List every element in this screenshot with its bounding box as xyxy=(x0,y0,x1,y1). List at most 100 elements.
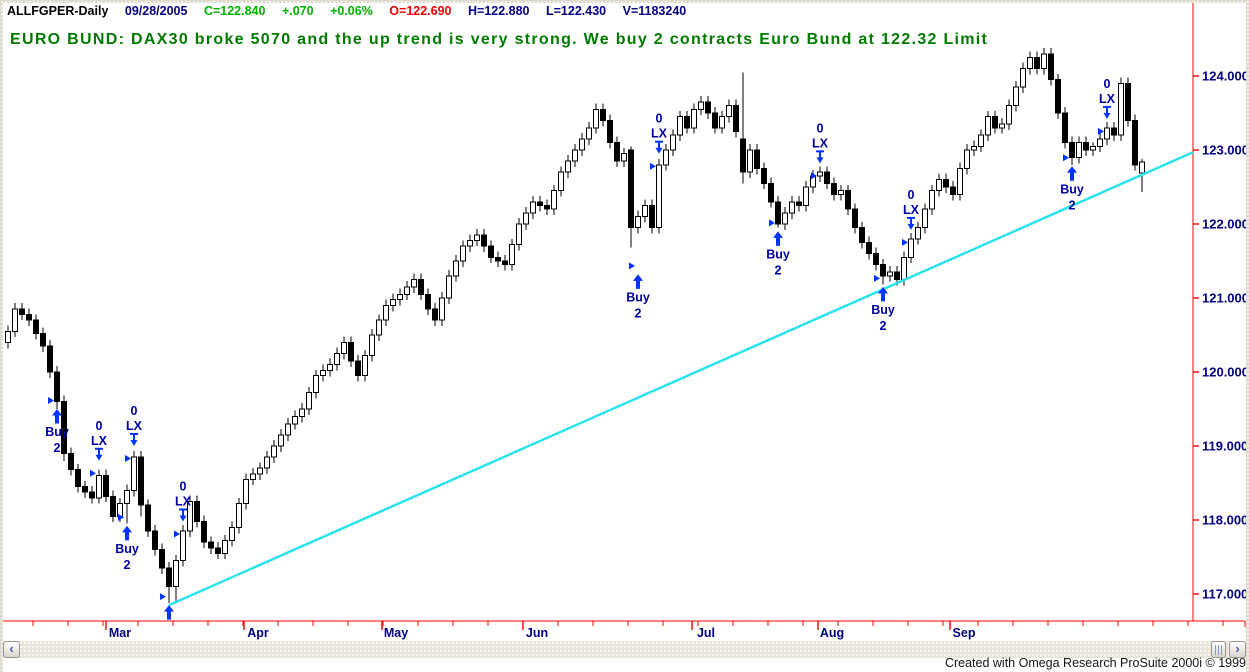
exit-marker: 0LX xyxy=(902,188,920,246)
svg-text:0: 0 xyxy=(180,479,187,493)
fill-price-icon xyxy=(125,455,131,462)
svg-text:LX: LX xyxy=(91,434,108,448)
svg-text:Buy: Buy xyxy=(626,290,650,304)
scroll-left-button[interactable]: ‹ xyxy=(3,641,20,658)
svg-text:Buy: Buy xyxy=(766,247,790,261)
app-credit: Created with Omega Research ProSuite 200… xyxy=(944,656,1246,670)
h-scrollbar-track[interactable] xyxy=(3,641,1246,658)
fill-price-icon xyxy=(48,397,54,404)
pct-change: +0.06% xyxy=(330,4,373,18)
fill-price-icon xyxy=(90,469,96,477)
svg-text:2: 2 xyxy=(635,306,642,320)
exit-marker: 0LX xyxy=(811,121,829,180)
buy-arrow-up-icon xyxy=(878,286,888,302)
window-border-left xyxy=(0,0,3,672)
fill-price-icon xyxy=(769,219,775,227)
svg-text:0: 0 xyxy=(656,112,663,126)
candles-layer xyxy=(5,47,1145,603)
svg-text:Buy: Buy xyxy=(871,303,895,317)
svg-text:0: 0 xyxy=(131,404,138,418)
svg-text:124.000: 124.000 xyxy=(1202,69,1249,84)
svg-text:LX: LX xyxy=(126,419,143,433)
high-quote: H=122.880 xyxy=(468,4,530,18)
svg-text:Aug: Aug xyxy=(820,626,844,640)
grip-icon xyxy=(1215,645,1222,655)
buy-marker: Buy 2 xyxy=(45,397,69,455)
svg-text:Mar: Mar xyxy=(109,626,131,640)
window-border-right xyxy=(1246,0,1249,672)
h-scrollbar-thumb[interactable] xyxy=(1211,641,1226,658)
buy-marker: Buy 2 xyxy=(115,513,139,572)
svg-text:120.000: 120.000 xyxy=(1202,365,1249,380)
buy-arrow-up-icon xyxy=(1067,166,1077,181)
svg-text:May: May xyxy=(384,626,408,640)
open-quote: O=122.690 xyxy=(389,4,452,18)
exit-arrow-down-icon xyxy=(655,147,663,154)
buy-marker: Buy 2 xyxy=(1060,154,1084,212)
x-axis-labels: Mar Apr May Jun Jul Aug Sep xyxy=(32,621,1224,640)
quote-header: ALLFGPER-Daily 09/28/2005 C=122.840 +.07… xyxy=(7,4,699,18)
fill-price-icon xyxy=(1098,127,1104,135)
svg-text:LX: LX xyxy=(903,203,920,217)
svg-text:0: 0 xyxy=(817,121,824,135)
svg-text:117.000: 117.000 xyxy=(1202,587,1248,602)
exit-marker: 0LX xyxy=(650,112,668,170)
exit-marker: 0LX xyxy=(1098,77,1116,135)
net-change: +.070 xyxy=(281,4,314,18)
chevron-left-icon: ‹ xyxy=(9,641,14,656)
fill-price-icon xyxy=(118,513,124,521)
fill-price-icon xyxy=(902,238,908,246)
svg-text:Sep: Sep xyxy=(953,626,976,640)
axes xyxy=(3,3,1246,627)
fill-price-icon xyxy=(874,274,880,282)
buy-arrow-up-icon xyxy=(122,525,132,541)
chevron-right-icon: › xyxy=(1235,641,1240,656)
fill-price-icon xyxy=(174,530,180,538)
svg-text:0: 0 xyxy=(908,188,915,202)
svg-text:122.000: 122.000 xyxy=(1202,217,1249,232)
fill-price-icon xyxy=(811,172,817,180)
exit-marker: 0LX xyxy=(174,479,192,538)
exit-arrow-down-icon xyxy=(907,223,915,230)
svg-text:LX: LX xyxy=(1099,92,1116,106)
svg-text:121.000: 121.000 xyxy=(1202,291,1249,306)
buy-arrow-up-icon xyxy=(52,409,62,424)
exit-arrow-down-icon xyxy=(816,157,824,164)
exit-marker: 0LX xyxy=(90,419,108,477)
svg-text:LX: LX xyxy=(651,127,668,141)
fill-price-icon xyxy=(1063,154,1069,162)
exit-arrow-down-icon xyxy=(130,440,138,446)
volume-quote: V=1183240 xyxy=(622,4,687,18)
window-border-top xyxy=(0,0,1249,3)
svg-text:Buy: Buy xyxy=(115,542,139,556)
svg-text:0: 0 xyxy=(96,419,103,433)
svg-text:0: 0 xyxy=(1104,77,1111,91)
buy-marker: Buy 2 xyxy=(626,262,650,320)
scroll-right-button[interactable]: › xyxy=(1229,641,1246,658)
svg-text:2: 2 xyxy=(880,319,887,333)
svg-text:2: 2 xyxy=(54,441,61,455)
buy-marker: Buy 2 xyxy=(871,274,895,333)
svg-text:Jul: Jul xyxy=(697,626,715,640)
svg-text:Buy: Buy xyxy=(1060,182,1084,196)
svg-text:LX: LX xyxy=(175,494,192,508)
svg-text:2: 2 xyxy=(775,263,782,277)
up-trendline[interactable] xyxy=(168,151,1194,607)
svg-text:Apr: Apr xyxy=(247,626,269,640)
svg-text:LX: LX xyxy=(812,136,829,150)
buy-marker xyxy=(160,593,174,620)
low-quote: L=122.430 xyxy=(546,4,607,18)
y-axis-labels: 124.000 123.000 122.000 121.000 120.000 119.0… xyxy=(1193,69,1249,602)
exit-marker: 0LX xyxy=(125,404,143,462)
exit-arrow-down-icon xyxy=(95,454,103,461)
buy-arrow-up-icon xyxy=(633,274,643,289)
svg-text:Buy: Buy xyxy=(45,425,69,439)
fill-price-icon xyxy=(650,162,656,170)
fill-price-icon xyxy=(629,262,635,270)
exit-arrow-down-icon xyxy=(1103,112,1111,119)
buy-arrow-up-icon xyxy=(773,231,783,246)
exit-arrow-down-icon xyxy=(179,515,187,522)
